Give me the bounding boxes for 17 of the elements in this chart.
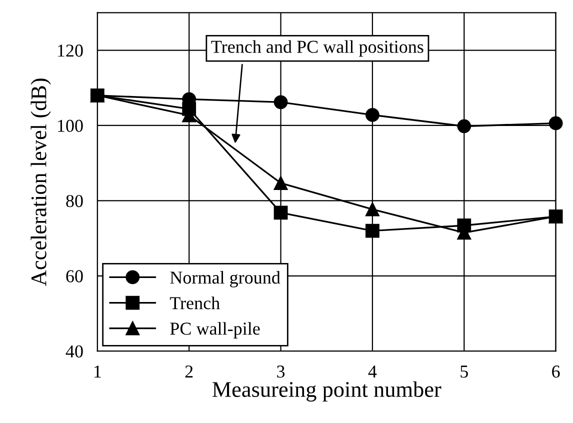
x-tick-label: 3 bbox=[277, 366, 285, 378]
y-tick-label: 100 bbox=[58, 120, 83, 132]
legend-label: PC wall-pile bbox=[170, 322, 260, 338]
y-tick-label: 80 bbox=[66, 194, 83, 208]
x-tick-label: 5 bbox=[460, 366, 468, 378]
x-tick-label: 6 bbox=[552, 366, 560, 378]
x-tick-label: 4 bbox=[368, 366, 377, 378]
y-tick-label: 60 bbox=[66, 270, 83, 282]
legend-label: Normal ground bbox=[170, 271, 280, 288]
x-axis-title: Measureing point number bbox=[212, 381, 442, 402]
y-tick-label: 40 bbox=[66, 345, 83, 358]
y-axis-title: Acceleration level (dB) bbox=[30, 78, 51, 286]
annotation: Trench and PC wall positions bbox=[211, 40, 424, 57]
y-tick-label: 120 bbox=[58, 44, 83, 57]
x-tick-label: 2 bbox=[185, 366, 193, 378]
x-tick-label: 1 bbox=[94, 366, 101, 378]
legend-label: Trench bbox=[170, 296, 220, 310]
